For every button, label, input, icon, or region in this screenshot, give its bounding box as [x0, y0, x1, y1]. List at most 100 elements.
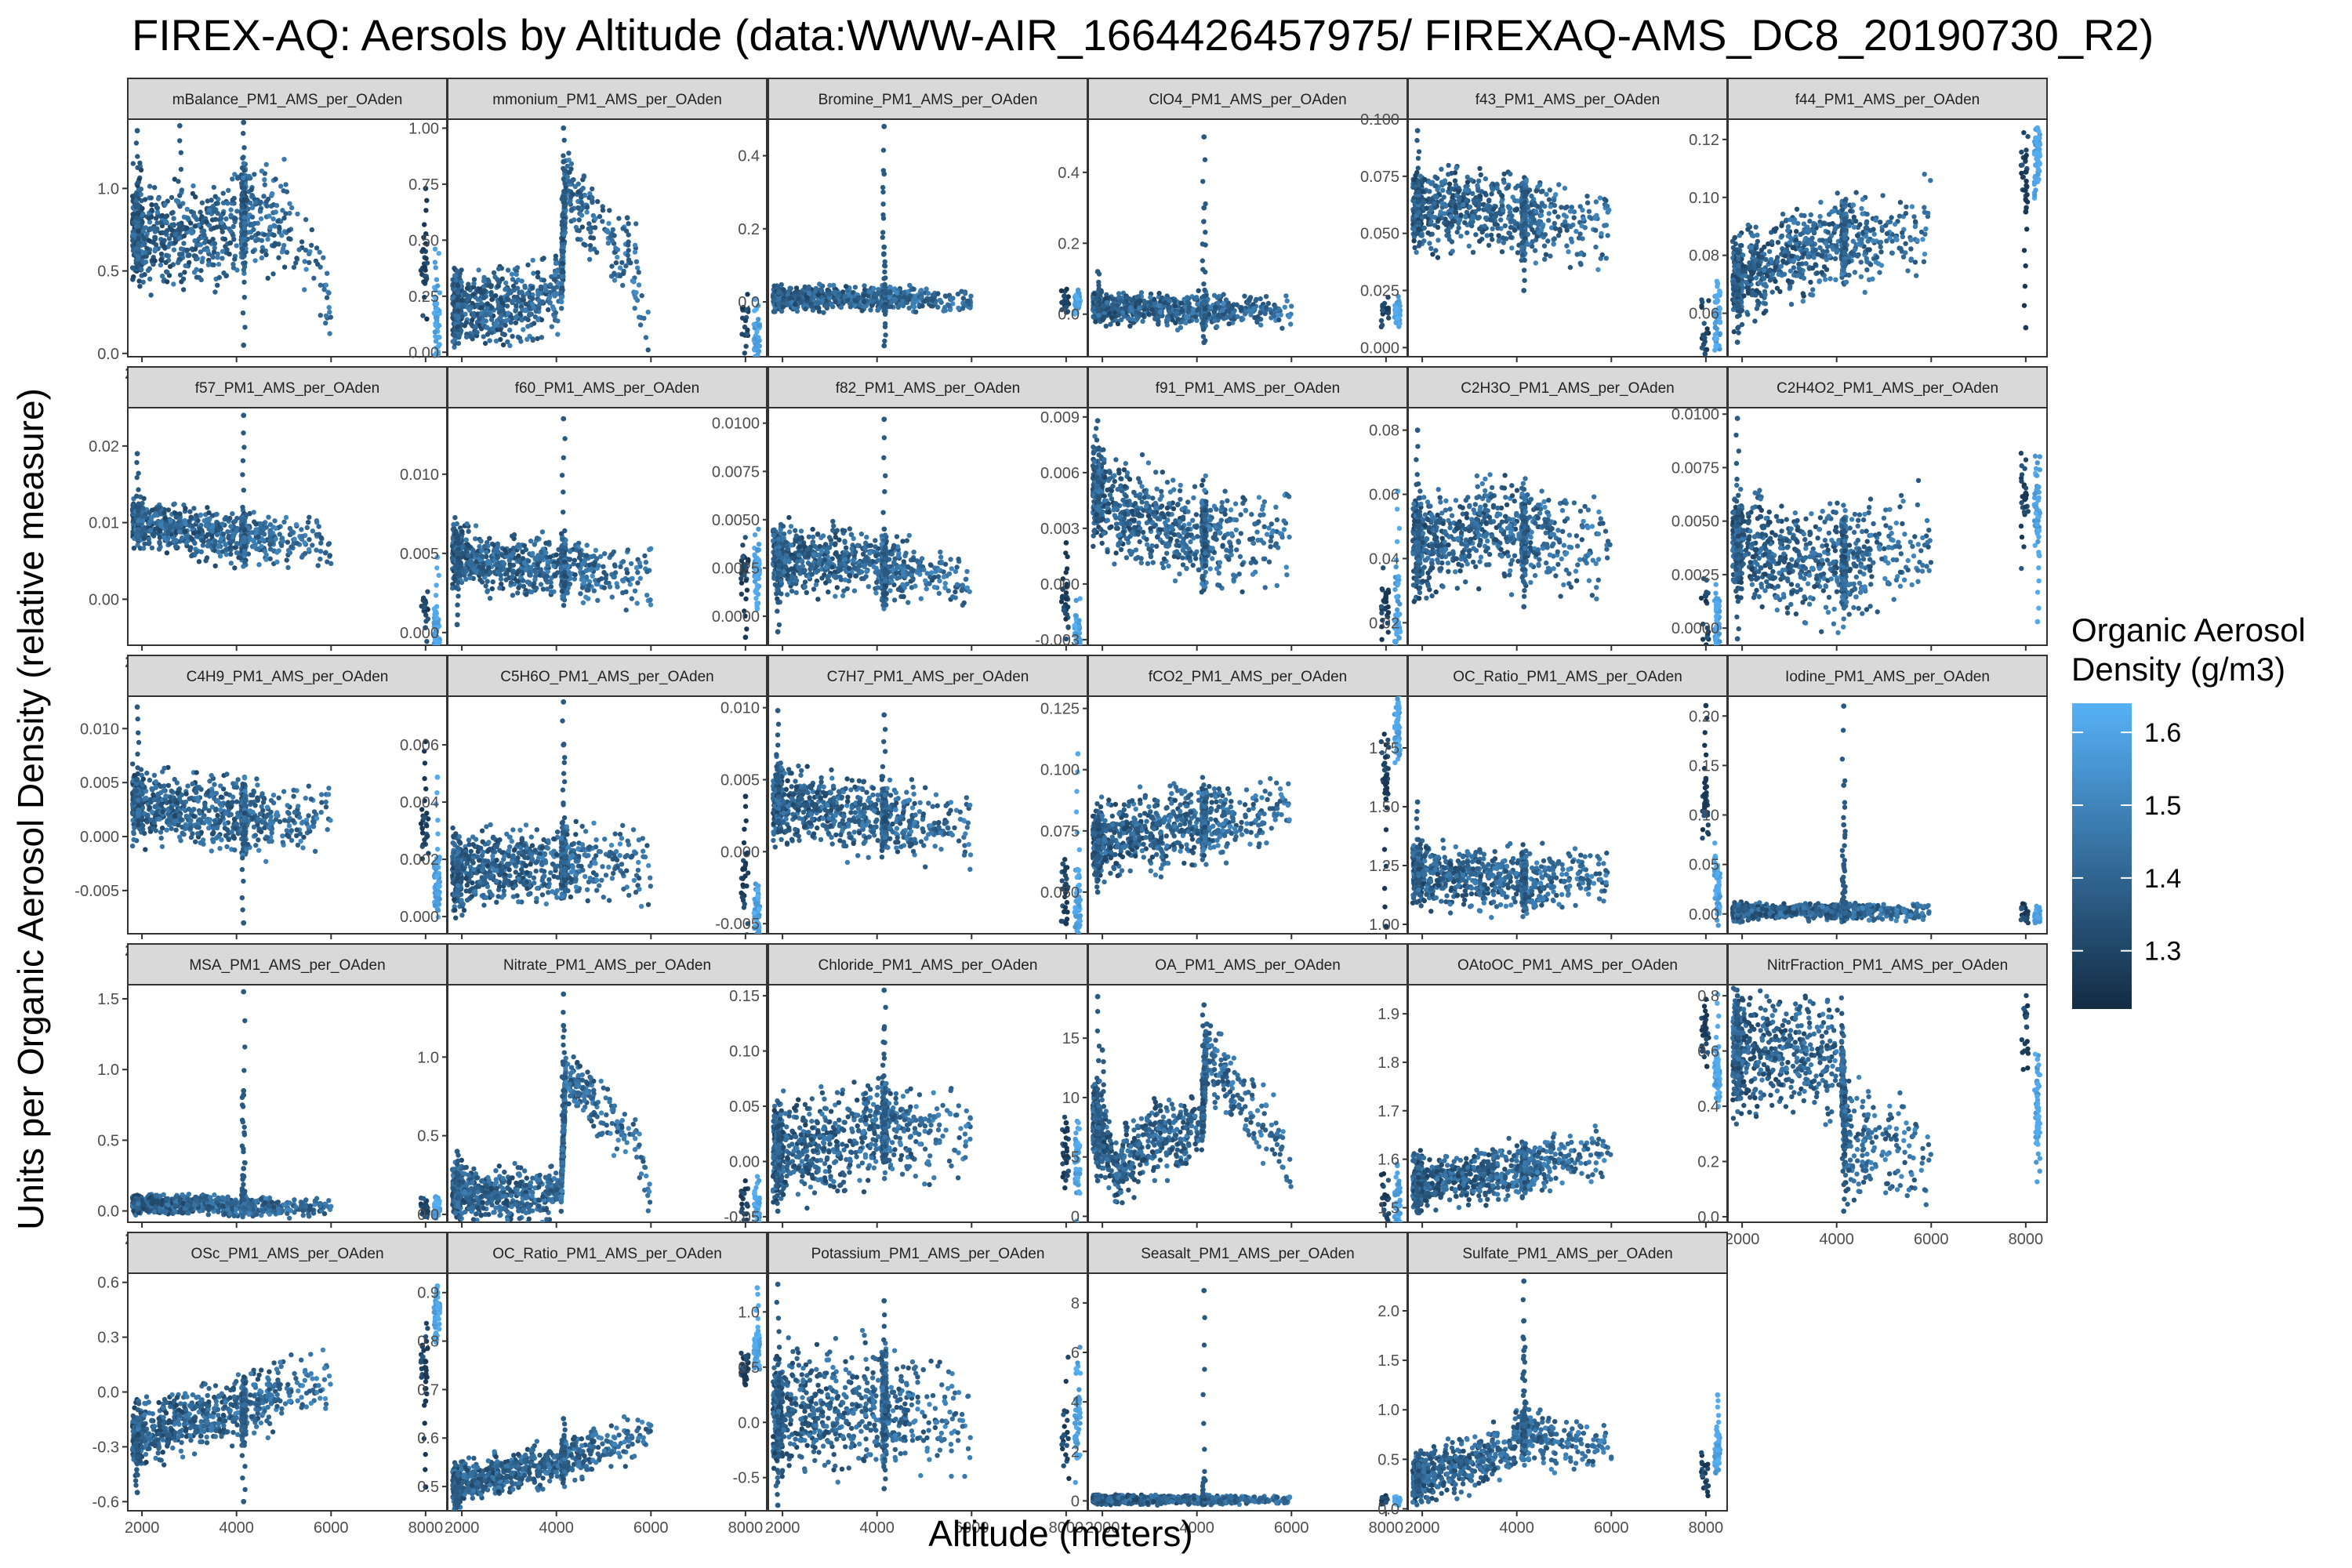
data-point: [222, 236, 228, 242]
data-point: [1229, 306, 1234, 311]
data-point: [515, 299, 521, 304]
data-point: [503, 280, 509, 286]
data-point: [549, 324, 554, 329]
data-point: [323, 313, 329, 318]
data-point: [418, 267, 424, 274]
data-point: [840, 289, 846, 295]
data-point: [529, 301, 535, 307]
data-point: [1104, 299, 1110, 306]
data-point: [633, 259, 640, 264]
data-point: [593, 216, 598, 221]
data-point: [159, 212, 165, 219]
data-point: [868, 307, 873, 313]
data-point: [591, 246, 597, 252]
data-point: [154, 205, 161, 211]
data-point: [1462, 220, 1468, 226]
data-point: [1076, 302, 1082, 308]
data-point: [1224, 314, 1229, 320]
data-point: [147, 220, 153, 225]
data-point: [1443, 216, 1448, 222]
data-point: [174, 198, 180, 205]
data-point: [452, 273, 458, 278]
data-point: [806, 284, 812, 290]
data-point: [456, 302, 461, 307]
data-point: [515, 277, 521, 283]
data-point: [140, 219, 145, 225]
data-point: [260, 249, 265, 254]
data-point: [219, 220, 224, 226]
data-point: [881, 263, 887, 269]
data-point: [632, 242, 638, 248]
data-point: [152, 258, 158, 263]
data-point: [1395, 315, 1400, 321]
data-point: [478, 289, 484, 295]
data-point: [818, 289, 825, 294]
data-point: [455, 283, 461, 289]
data-point: [855, 295, 861, 300]
data-point: [327, 309, 332, 315]
data-point: [1116, 312, 1122, 318]
data-point: [303, 267, 309, 272]
data-point: [463, 320, 470, 325]
data-point: [424, 198, 430, 203]
data-point: [547, 300, 553, 306]
data-point: [559, 306, 564, 311]
data-point: [198, 242, 204, 248]
data-point: [1157, 310, 1163, 315]
data-point: [880, 184, 886, 191]
data-point: [753, 354, 758, 357]
data-point: [1109, 307, 1116, 312]
data-point: [1093, 319, 1098, 325]
data-point: [241, 225, 247, 230]
data-point: [1470, 249, 1476, 255]
data-point: [1269, 315, 1274, 321]
data-point: [307, 251, 312, 256]
data-point: [456, 308, 461, 314]
data-point: [636, 270, 641, 275]
data-point: [616, 216, 622, 221]
data-point: [1501, 180, 1507, 185]
data-point: [1116, 291, 1122, 296]
data-point: [1110, 302, 1116, 307]
data-point: [592, 225, 598, 230]
data-point: [543, 288, 549, 294]
data-point: [756, 360, 760, 365]
data-point: [1490, 206, 1497, 212]
data-point: [1138, 290, 1145, 296]
data-point: [140, 212, 145, 218]
data-point: [605, 241, 611, 246]
data-point: [1435, 255, 1441, 260]
data-point: [499, 331, 506, 337]
data-point: [488, 289, 494, 296]
data-point: [1258, 310, 1263, 316]
data-point: [239, 165, 245, 171]
data-point: [1172, 299, 1178, 304]
data-point: [1446, 181, 1453, 187]
data-point: [1065, 294, 1072, 299]
data-point: [898, 294, 903, 300]
data-point: [456, 297, 461, 303]
data-point: [1483, 192, 1489, 198]
data-point: [895, 304, 902, 310]
data-point: [283, 182, 289, 187]
data-point: [299, 239, 305, 245]
data-point: [535, 270, 541, 275]
data-point: [198, 249, 203, 255]
data-point: [1396, 301, 1402, 307]
data-point: [561, 153, 566, 158]
data-point: [1429, 231, 1435, 237]
data-point: [465, 296, 470, 303]
data-point: [433, 265, 438, 270]
data-point: [249, 205, 256, 211]
data-point: [541, 278, 546, 283]
data-point: [587, 243, 593, 249]
data-point: [1428, 219, 1434, 224]
panel-frame: [1407, 118, 1728, 358]
data-point: [212, 245, 217, 251]
data-point: [553, 310, 559, 316]
data-point: [133, 202, 139, 208]
data-point: [328, 314, 333, 320]
facet-strip-label: mmonium_PM1_AMS_per_OAden: [492, 92, 722, 108]
data-point: [176, 222, 182, 227]
data-point: [1501, 207, 1506, 213]
